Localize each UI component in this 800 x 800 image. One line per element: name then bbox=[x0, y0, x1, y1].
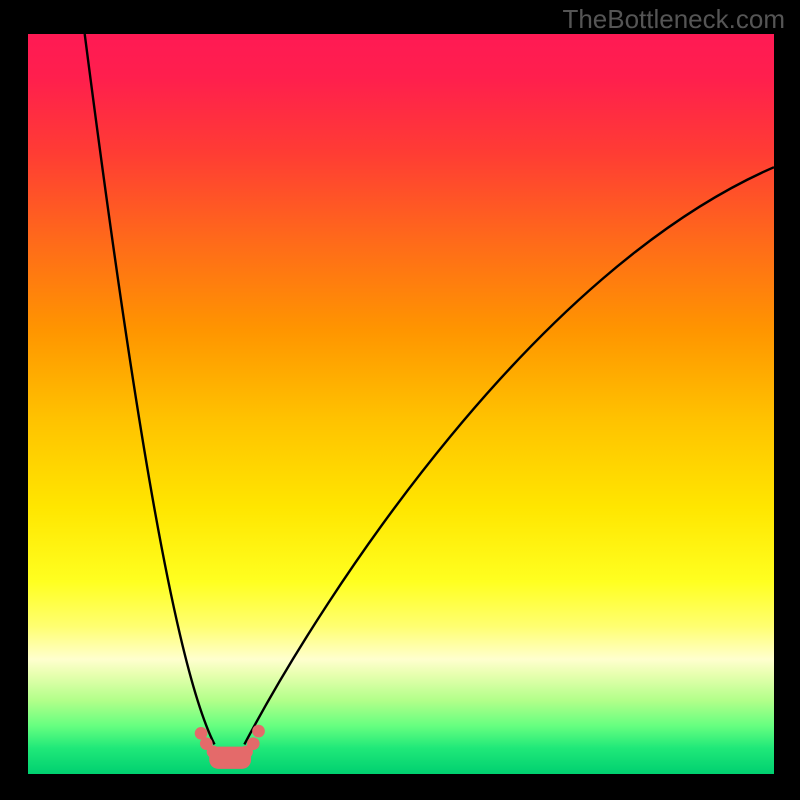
plot-area bbox=[28, 34, 774, 774]
valley-dot bbox=[252, 725, 265, 738]
valley-dot bbox=[207, 745, 220, 758]
gradient-background bbox=[28, 34, 774, 774]
watermark-text: TheBottleneck.com bbox=[562, 4, 785, 35]
valley-dot bbox=[247, 737, 260, 750]
plot-svg bbox=[28, 34, 774, 774]
